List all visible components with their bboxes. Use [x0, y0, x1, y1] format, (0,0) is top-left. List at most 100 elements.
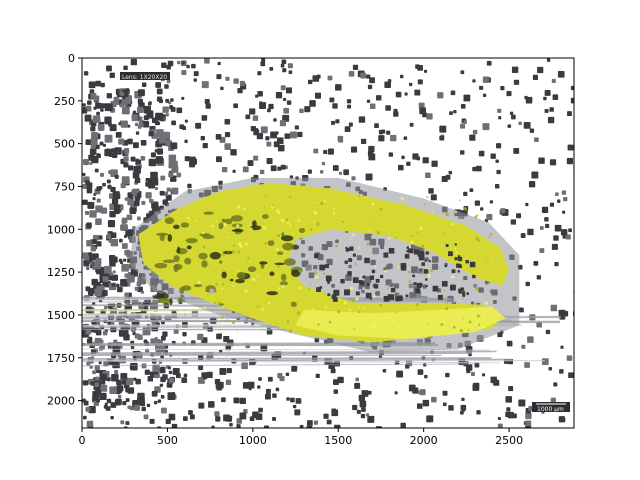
speckle [198, 402, 205, 409]
speckle [135, 378, 141, 385]
speckle [136, 216, 141, 221]
speckle [124, 197, 129, 201]
speckle [265, 136, 270, 141]
tissue-texture [186, 216, 190, 220]
tissue-texture [372, 219, 374, 221]
speckle [449, 111, 453, 116]
tissue-texture [231, 250, 236, 254]
tissue-texture [215, 220, 218, 223]
tissue-fold [283, 258, 296, 266]
tissue-texture [242, 273, 244, 275]
tissue-texture [200, 236, 203, 239]
speckle [249, 416, 255, 421]
speckle [460, 70, 465, 75]
speckle [118, 258, 123, 263]
speckle [236, 424, 241, 428]
streak [82, 352, 472, 356]
speckle [390, 134, 397, 142]
speckle [144, 369, 150, 375]
tissue-texture [373, 295, 377, 298]
speckle [553, 235, 559, 241]
speckle [91, 278, 98, 286]
speckle [295, 398, 302, 404]
tissue-texture [311, 308, 315, 311]
speckle [527, 228, 534, 236]
tissue-texture [236, 205, 241, 209]
speckle [110, 321, 115, 326]
tissue-texture [371, 323, 376, 328]
speckle [414, 89, 421, 96]
speckle [111, 373, 119, 382]
speckle [132, 142, 139, 149]
speckle [371, 269, 376, 274]
speckle [216, 74, 222, 80]
speckle [86, 361, 91, 366]
speckle [509, 111, 514, 115]
speckle [85, 180, 90, 185]
speckle [136, 397, 145, 406]
speckle [109, 72, 115, 78]
speckle [384, 81, 391, 89]
tissue-texture [194, 219, 197, 222]
speckle [145, 177, 150, 182]
speckle [352, 404, 358, 411]
tissue-texture [380, 283, 383, 285]
speckle [279, 120, 287, 127]
speckle [189, 161, 196, 168]
speckle [482, 373, 486, 377]
tissue-texture [468, 320, 472, 324]
tissue-texture [421, 244, 425, 249]
speckle [448, 405, 454, 411]
tissue-texture [277, 287, 280, 290]
speckle [532, 74, 539, 80]
speckle [152, 364, 160, 373]
speckle [560, 229, 568, 236]
tissue-fold [177, 297, 183, 303]
speckle [114, 147, 122, 155]
lens-label: Lens: 1X20X20 [122, 74, 167, 81]
speckle [165, 113, 169, 117]
speckle [239, 80, 246, 86]
speckle [457, 270, 460, 273]
speckle [221, 166, 228, 173]
speckle [365, 292, 372, 299]
speckle [98, 361, 102, 365]
speckle [141, 406, 146, 412]
speckle [329, 97, 335, 103]
speckle [109, 210, 116, 218]
speckle [91, 131, 99, 139]
tissue-texture [289, 196, 292, 199]
tissue-fold [176, 246, 181, 254]
speckle [544, 217, 549, 222]
speckle [567, 111, 572, 117]
speckle [280, 63, 285, 68]
y-tick-label: 250 [54, 95, 75, 108]
speckle [523, 122, 531, 129]
speckle [546, 58, 551, 62]
speckle [549, 202, 555, 207]
speckle [91, 239, 97, 244]
tissue-texture [430, 299, 433, 301]
speckle [365, 173, 373, 181]
speckle [539, 226, 544, 230]
speckle [404, 254, 410, 259]
speckle [100, 108, 104, 112]
streak [82, 350, 497, 354]
speckle [323, 150, 328, 154]
speckle [167, 366, 171, 370]
speckle [375, 278, 380, 283]
speckle [146, 110, 154, 118]
speckle [165, 98, 170, 103]
tissue-texture [387, 287, 389, 289]
tissue-texture [445, 212, 448, 215]
speckle [265, 393, 271, 400]
speckle [270, 165, 277, 172]
tissue-fold [184, 257, 192, 265]
speckle [307, 169, 312, 174]
tissue-texture [214, 301, 217, 304]
tissue-texture [313, 210, 318, 215]
speckle [239, 412, 247, 420]
speckle [102, 182, 106, 187]
tissue-texture [467, 329, 470, 332]
speckle [405, 364, 410, 369]
